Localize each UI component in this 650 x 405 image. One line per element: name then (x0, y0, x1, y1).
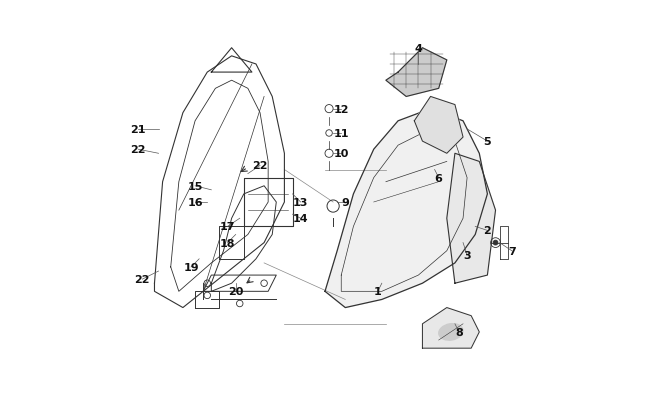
Text: 7: 7 (508, 246, 515, 256)
Polygon shape (414, 97, 463, 154)
Text: 3: 3 (463, 250, 471, 260)
Text: 17: 17 (220, 222, 235, 232)
Text: 11: 11 (333, 129, 349, 139)
Text: 16: 16 (187, 198, 203, 207)
Text: 22: 22 (252, 161, 268, 171)
Text: 20: 20 (228, 287, 243, 296)
Text: 6: 6 (435, 173, 443, 183)
Text: 18: 18 (220, 238, 235, 248)
Text: 19: 19 (183, 262, 199, 272)
Text: 8: 8 (455, 327, 463, 337)
Text: 21: 21 (131, 125, 146, 134)
Text: 22: 22 (135, 275, 150, 284)
Polygon shape (325, 109, 488, 308)
Text: 15: 15 (187, 181, 203, 191)
Text: 5: 5 (484, 137, 491, 147)
Polygon shape (447, 154, 495, 284)
Text: 9: 9 (341, 198, 349, 207)
Text: 4: 4 (415, 44, 422, 53)
Text: 13: 13 (293, 198, 308, 207)
Polygon shape (386, 49, 447, 97)
Polygon shape (422, 308, 479, 348)
Text: 10: 10 (333, 149, 349, 159)
Circle shape (493, 241, 498, 245)
Text: 2: 2 (484, 226, 491, 236)
Text: 12: 12 (333, 104, 349, 114)
Text: 1: 1 (374, 287, 382, 296)
Ellipse shape (439, 324, 463, 340)
Text: 22: 22 (131, 145, 146, 155)
Text: 14: 14 (293, 214, 309, 224)
